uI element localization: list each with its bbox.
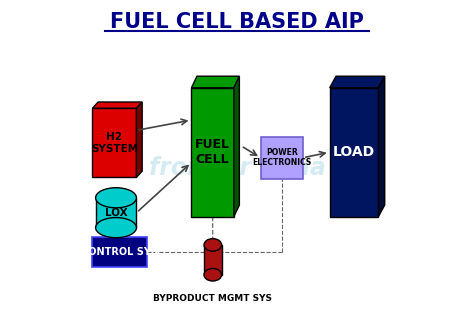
Text: FUEL
CELL: FUEL CELL xyxy=(195,138,230,166)
Bar xyxy=(204,245,222,275)
Bar xyxy=(261,137,303,179)
Ellipse shape xyxy=(204,239,222,251)
Ellipse shape xyxy=(204,268,222,281)
Text: CONTROL SYS: CONTROL SYS xyxy=(82,247,158,257)
Bar xyxy=(191,88,234,217)
Polygon shape xyxy=(330,76,385,88)
Text: LOAD: LOAD xyxy=(333,145,375,159)
Bar xyxy=(330,88,378,217)
Polygon shape xyxy=(378,76,385,217)
Polygon shape xyxy=(137,102,142,177)
Bar xyxy=(92,108,137,177)
Text: frontier India: frontier India xyxy=(148,156,326,180)
Bar xyxy=(96,198,137,228)
Polygon shape xyxy=(92,102,142,108)
Ellipse shape xyxy=(96,217,137,238)
Text: FUEL CELL BASED AIP: FUEL CELL BASED AIP xyxy=(110,12,364,32)
Text: BYPRODUCT MGMT SYS: BYPRODUCT MGMT SYS xyxy=(153,294,272,303)
Polygon shape xyxy=(191,76,239,88)
Text: H2
SYSTEM: H2 SYSTEM xyxy=(91,132,138,154)
Text: LOX: LOX xyxy=(105,208,128,218)
Bar xyxy=(92,237,147,267)
Ellipse shape xyxy=(96,188,137,208)
Text: POWER
ELECTRONICS: POWER ELECTRONICS xyxy=(252,148,311,167)
Polygon shape xyxy=(234,76,239,217)
